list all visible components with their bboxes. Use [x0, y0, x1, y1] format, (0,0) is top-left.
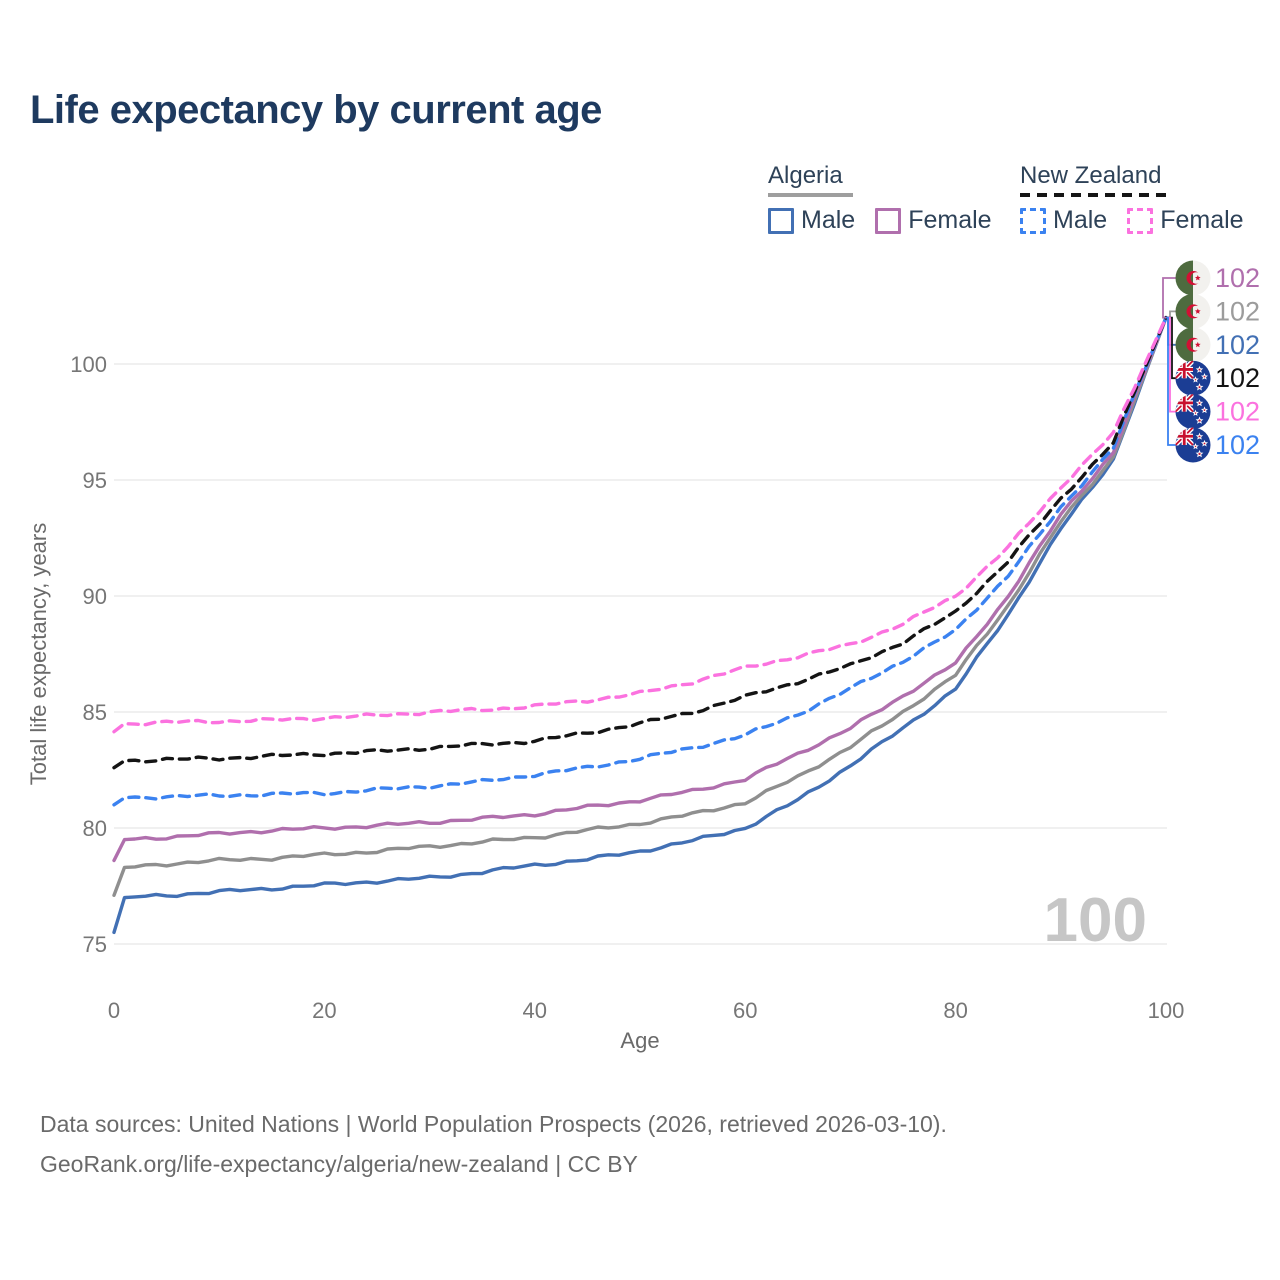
y-tick-label-75: 75 [83, 932, 107, 957]
union-jack-icon [1175, 427, 1194, 446]
legend-item-label: Male [1053, 206, 1108, 234]
star-icon [1195, 399, 1204, 407]
legend-items-algeria: Male Female [768, 206, 1012, 235]
legend-group-algeria: Algeria Male Female [768, 162, 1012, 235]
end-value-label-algeria-male: 102 [1215, 330, 1260, 360]
legend-underline-algeria [768, 193, 853, 197]
legend-group-new-zealand-label[interactable]: New Zealand [1020, 162, 1162, 189]
series-line-new-zealand-overall [112, 315, 1168, 770]
hover-age-watermark: 100 [1044, 886, 1147, 955]
x-tick-label-40: 40 [523, 998, 547, 1023]
star-icon [1201, 406, 1208, 414]
series-lines [112, 315, 1168, 935]
gridlines [114, 363, 1167, 945]
end-value-label-algeria-overall: 102 [1215, 296, 1260, 326]
source-attribution: Data sources: United Nations | World Pop… [40, 1104, 947, 1184]
x-tick-label-100: 100 [1148, 998, 1185, 1023]
y-tick-label-90: 90 [83, 584, 107, 609]
y-tick-label-80: 80 [83, 816, 107, 841]
x-tick-label-20: 20 [312, 998, 336, 1023]
star-icon [1192, 409, 1199, 416]
star-icon [1201, 439, 1208, 447]
series-line-algeria-overall [112, 315, 1168, 897]
star-icon [1192, 376, 1199, 383]
legend-group-algeria-label[interactable]: Algeria [768, 162, 843, 189]
flag-algeria-icon [1175, 327, 1211, 363]
x-axis-ticks: 0 20 40 60 80 100 [108, 998, 1184, 1023]
end-value-label-new-zealand-female: 102 [1215, 397, 1260, 427]
star-icon [1201, 373, 1208, 380]
series-line-algeria-female [112, 315, 1168, 863]
flag-algeria-icon [1175, 293, 1211, 329]
chart-title: Life expectancy by current age [30, 88, 602, 132]
legend-item-label: Female [1160, 206, 1244, 234]
legend-item-new-zealand-male[interactable]: Male [1020, 206, 1127, 235]
end-value-label-new-zealand-male: 102 [1215, 430, 1260, 460]
series-line-algeria-male [112, 315, 1168, 935]
legend-swatch-male [768, 207, 794, 234]
y-axis-title: Total life expectancy, years [26, 523, 51, 786]
flag-new-zealand-icon [1175, 360, 1211, 396]
star-icon [1195, 365, 1204, 373]
series-line-new-zealand-female [112, 315, 1168, 734]
x-tick-label-80: 80 [943, 998, 967, 1023]
legend-items-new-zealand: Male Female [1020, 206, 1264, 235]
legend-item-label: Female [908, 206, 992, 234]
flag-algeria-icon [1175, 260, 1211, 296]
end-label-leader-lines [1162, 277, 1176, 446]
x-tick-label-60: 60 [733, 998, 757, 1023]
union-jack-icon [1175, 360, 1194, 379]
legend-swatch-male [1020, 207, 1046, 234]
legend-swatch-female [875, 207, 902, 234]
end-label-flags [1175, 260, 1211, 463]
y-axis-ticks: 75 80 85 90 95 100 [70, 352, 107, 957]
series-line-new-zealand-male [112, 315, 1168, 807]
end-value-label-new-zealand-overall: 102 [1215, 363, 1260, 393]
legend-swatch-female [1127, 207, 1154, 234]
legend-underline-new-zealand [1020, 193, 1170, 197]
source-line-2: GeoRank.org/life-expectancy/algeria/new-… [40, 1151, 638, 1177]
star-icon [1192, 443, 1199, 450]
star-icon [1195, 449, 1204, 458]
leader-line-algeria-overall [1166, 310, 1176, 319]
x-tick-label-0: 0 [108, 998, 120, 1023]
y-tick-label-100: 100 [70, 352, 107, 377]
star-icon [1195, 383, 1204, 391]
source-line-1: Data sources: United Nations | World Pop… [40, 1111, 947, 1137]
flag-new-zealand-icon [1175, 394, 1211, 430]
flag-new-zealand-icon [1175, 427, 1211, 463]
leader-line-new-zealand-male [1166, 316, 1176, 446]
legend-item-algeria-male[interactable]: Male [768, 206, 875, 235]
legend-item-new-zealand-female[interactable]: Female [1127, 206, 1263, 235]
y-tick-label-95: 95 [83, 468, 107, 493]
legend-item-label: Male [801, 206, 856, 234]
legend-group-new-zealand: New Zealand Male Female [1020, 162, 1264, 235]
legend-item-algeria-female[interactable]: Female [875, 206, 1011, 235]
x-axis-title: Age [620, 1028, 659, 1053]
star-icon [1195, 416, 1204, 424]
union-jack-icon [1175, 394, 1194, 413]
y-tick-label-85: 85 [83, 700, 107, 725]
leader-line-algeria-female [1162, 277, 1176, 319]
end-value-label-algeria-female: 102 [1215, 263, 1260, 293]
star-icon [1195, 432, 1204, 440]
